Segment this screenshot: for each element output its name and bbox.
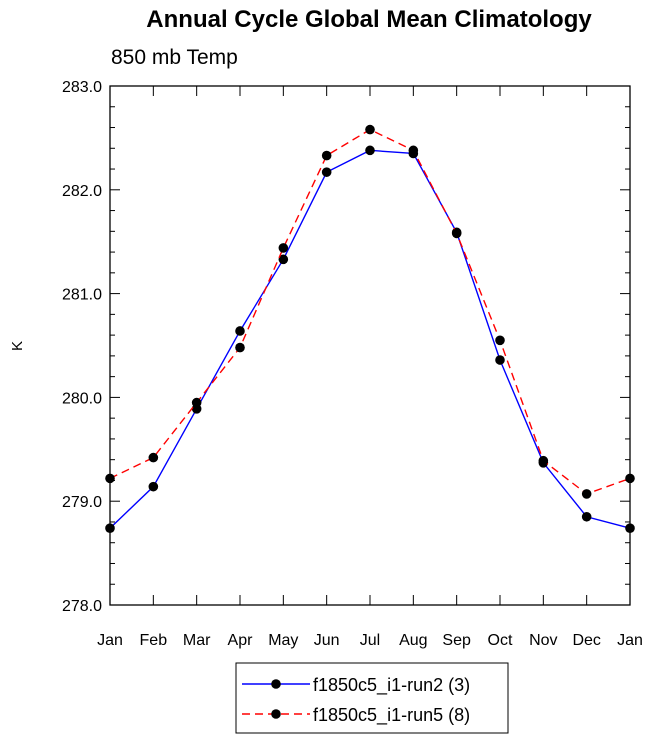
y-tick-label: 283.0 [62, 79, 102, 96]
legend-marker [271, 709, 281, 719]
data-point [451, 228, 462, 239]
data-point [105, 473, 115, 484]
x-tick-label: Sep [442, 632, 471, 649]
x-tick-label: Nov [529, 632, 557, 649]
x-tick-label: Aug [399, 632, 427, 649]
data-point [495, 355, 505, 365]
x-tick-label: Jan [97, 632, 123, 649]
data-point [538, 455, 549, 466]
x-tick-label: Feb [140, 632, 168, 649]
data-point [625, 523, 635, 533]
data-point [625, 473, 635, 484]
chart-subtitle: 850 mb Temp [111, 46, 238, 69]
data-point [235, 342, 245, 353]
data-point [365, 124, 375, 135]
y-axis-label: K [9, 341, 26, 351]
legend-label: f1850c5_i1-run5 (8) [313, 705, 470, 726]
data-point [321, 150, 332, 161]
legend-marker [271, 679, 281, 689]
data-point [148, 452, 159, 463]
x-tick-label: Jul [360, 632, 380, 649]
data-point [278, 254, 289, 265]
data-point [148, 481, 159, 492]
y-tick-label: 278.0 [62, 598, 102, 615]
legend-box [235, 662, 509, 734]
data-point [581, 511, 592, 522]
data-point [191, 397, 202, 408]
data-point [365, 145, 375, 156]
x-tick-label: Mar [183, 632, 211, 649]
y-tick-label: 281.0 [62, 287, 102, 304]
data-point [235, 326, 245, 336]
x-tick-label: May [268, 632, 298, 649]
x-tick-label: Jun [314, 632, 340, 649]
y-tick-label: 282.0 [62, 183, 102, 200]
chart-title: Annual Cycle Global Mean Climatology [146, 6, 592, 33]
x-tick-label: Apr [228, 632, 254, 649]
x-tick-label: Oct [488, 632, 513, 649]
series-line-2 [109, 128, 631, 495]
data-point [321, 167, 332, 177]
x-tick-label: Dec [572, 632, 600, 649]
y-tick-label: 280.0 [62, 390, 102, 407]
x-tick-label: Jan [617, 632, 643, 649]
data-point [105, 523, 115, 533]
data-point [278, 243, 289, 253]
data-point [581, 489, 592, 499]
series-line-1 [109, 149, 631, 529]
legend-label: f1850c5_i1-run2 (3) [313, 675, 470, 696]
legend: f1850c5_i1-run2 (3) f1850c5_i1-run5 (8) [235, 662, 509, 734]
data-point [495, 335, 505, 346]
plot-frame [109, 85, 631, 606]
y-tick-label: 279.0 [62, 494, 102, 511]
data-point [408, 145, 419, 156]
